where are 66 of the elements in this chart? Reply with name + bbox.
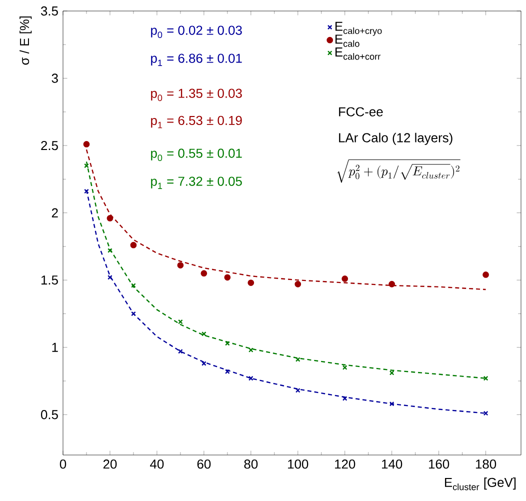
x-tick-label: 160 [428, 460, 450, 469]
y-tick-label: 1 [52, 342, 58, 352]
annotation: p$_{0}$ = 0.55 ± 0.01 [151, 148, 242, 162]
point [200, 270, 208, 277]
point [483, 410, 488, 416]
annotation: p$_{0}$ = 1.35 ± 0.03 [151, 88, 242, 102]
x-tick-label: 40 [150, 460, 164, 469]
point [201, 361, 206, 366]
x-tick-label: 180 [476, 460, 496, 469]
annotation: p$_{1}$ = 6.86 ± 0.01 [151, 54, 242, 66]
x-tick-label: 60 [197, 460, 211, 469]
annotation: $\sqrt{p_{0}^{2} + (p_{1} / \sqrt{E_{cluster}})^{2}}$ [337, 159, 460, 183]
line-series [86, 148, 486, 290]
annotation: p$_{1}$ = 6.53 ± 0.19 [151, 116, 242, 128]
point [106, 215, 114, 222]
y-tick-label: 2.5 [41, 140, 58, 150]
point [248, 376, 254, 381]
y-axis-title: σ / E [%] [20, 16, 32, 65]
y-tick-label: 3.5 [40, 6, 58, 16]
point [294, 280, 302, 288]
point [131, 283, 136, 288]
x-tick-label: 0 [60, 460, 66, 469]
point [342, 276, 348, 282]
point [389, 370, 394, 376]
annotation: p$_{0}$ = 0.02 ± 0.03 [151, 26, 242, 38]
point [248, 280, 254, 286]
y-tick-label: 1.5 [41, 276, 58, 285]
point [224, 274, 231, 281]
legend-label: E$_{calo}$ [335, 34, 360, 47]
point [178, 348, 183, 354]
point [483, 376, 488, 381]
x-tick-label: 80 [244, 460, 258, 469]
point [388, 280, 396, 288]
x-axis-title: E$_{cluster}$ [GeV] [445, 478, 516, 490]
point [295, 388, 300, 393]
legend-label: E$_{calo+cryo}$ [335, 22, 382, 36]
point [248, 348, 254, 352]
x-tick-label: 140 [382, 460, 402, 469]
point [131, 311, 136, 316]
point [389, 401, 394, 406]
point [482, 272, 489, 278]
x-tick-label: 120 [335, 460, 356, 469]
point [108, 274, 112, 280]
point [224, 340, 230, 346]
point [84, 188, 89, 194]
annotation: FCC-ee [339, 107, 383, 116]
point [83, 141, 90, 148]
point [295, 357, 300, 362]
y-tick-label: 2 [52, 208, 58, 218]
point [342, 396, 348, 401]
x-tick-label: 20 [103, 460, 117, 469]
point [201, 331, 206, 336]
y-tick-label: 3 [52, 74, 58, 83]
y-tick-label: 0.5 [40, 410, 58, 420]
point [224, 369, 230, 374]
legend-label: E$_{calo+corr}$ [335, 48, 380, 60]
point [84, 163, 89, 168]
point [177, 262, 184, 268]
x-tick-label: 100 [288, 460, 308, 469]
point [130, 242, 137, 248]
line-series [86, 161, 486, 379]
point [108, 248, 112, 253]
annotation: LAr Calo (12 layers) [339, 132, 452, 145]
annotation: p$_{1}$ = 7.32 ± 0.05 [151, 176, 242, 189]
point [342, 365, 348, 370]
point [178, 319, 183, 324]
